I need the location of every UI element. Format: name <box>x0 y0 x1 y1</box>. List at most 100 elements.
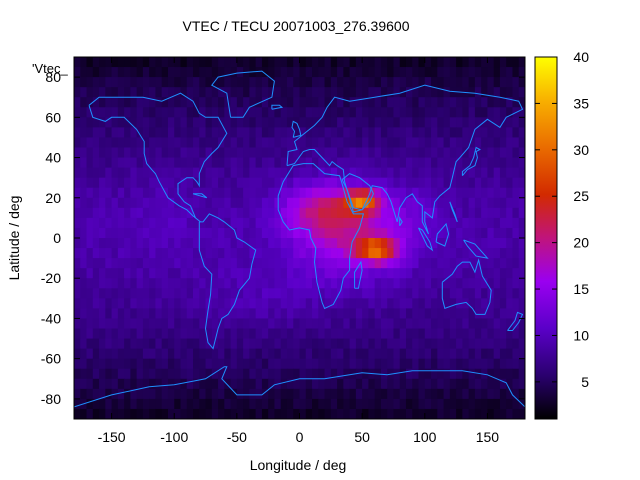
heatmap-cell <box>330 278 338 289</box>
heatmap-cell <box>468 177 476 189</box>
heatmap-cell <box>431 358 438 370</box>
heatmap-cell <box>174 117 182 128</box>
heatmap-cell <box>499 348 507 360</box>
heatmap-cell <box>149 117 157 128</box>
heatmap-cell <box>462 187 470 199</box>
heatmap-cell <box>111 258 119 269</box>
heatmap-cell <box>130 258 138 269</box>
heatmap-cell <box>362 248 369 259</box>
heatmap-cell <box>92 268 100 279</box>
heatmap-cell <box>205 328 213 340</box>
heatmap-cell <box>255 298 263 309</box>
heatmap-cell <box>399 97 407 108</box>
heatmap-cell <box>199 127 207 139</box>
heatmap-cell <box>462 197 470 209</box>
heatmap-cell <box>506 408 514 419</box>
coastline-borneo <box>435 222 450 247</box>
heatmap-cell <box>431 398 438 410</box>
heatmap-cell <box>280 97 288 108</box>
chart-title: VTEC / TECU 20071003_276.39600 <box>182 18 409 34</box>
heatmap-cell <box>518 288 525 299</box>
heatmap-cell <box>312 167 319 179</box>
heatmap-cell <box>149 87 157 98</box>
heatmap-cell <box>468 308 476 320</box>
heatmap-cell <box>449 57 457 68</box>
heatmap-cell <box>161 127 169 139</box>
heatmap-cell <box>218 187 225 199</box>
heatmap-cell <box>86 167 94 179</box>
heatmap-cell <box>481 398 489 410</box>
heatmap-cell <box>380 107 388 118</box>
heatmap-cell <box>399 167 407 179</box>
heatmap-cell <box>418 127 426 139</box>
heatmap-cell <box>481 67 489 78</box>
heatmap-cell <box>80 227 88 239</box>
heatmap-cell <box>380 207 388 219</box>
heatmap-cell <box>518 137 525 149</box>
heatmap-cell <box>462 127 470 139</box>
heatmap-cell <box>167 378 175 390</box>
heatmap-cell <box>268 358 276 370</box>
heatmap-cell <box>493 167 501 179</box>
heatmap-cell <box>193 77 200 88</box>
heatmap-cell <box>337 217 344 229</box>
heatmap-cell <box>174 288 182 299</box>
heatmap-cell <box>437 328 445 340</box>
heatmap-cell <box>124 278 131 289</box>
colorbar-tick-label: 10 <box>573 327 589 343</box>
heatmap-cell <box>456 388 463 400</box>
heatmap-cell <box>399 258 407 269</box>
heatmap-cell <box>399 398 407 410</box>
heatmap-cell <box>431 137 438 149</box>
heatmap-cell <box>255 227 263 239</box>
heatmap-cell <box>418 268 426 279</box>
heatmap-cell <box>506 348 514 360</box>
heatmap-cell <box>136 77 144 88</box>
heatmap-cell <box>424 378 432 390</box>
heatmap-cell <box>506 288 514 299</box>
heatmap-cell <box>199 338 207 350</box>
heatmap-cell <box>161 97 169 108</box>
heatmap-cell <box>474 328 482 340</box>
heatmap-cell <box>468 187 476 199</box>
heatmap-cell <box>80 67 88 78</box>
heatmap-cell <box>380 328 388 340</box>
heatmap-cell <box>167 328 175 340</box>
heatmap-cell <box>274 117 282 128</box>
heatmap-cell <box>424 137 432 149</box>
heatmap-cell <box>280 348 288 360</box>
heatmap-cell <box>349 157 357 169</box>
heatmap-cell <box>368 147 376 159</box>
heatmap-cell <box>393 107 401 118</box>
heatmap-cell <box>518 127 525 139</box>
heatmap-cell <box>211 388 219 400</box>
heatmap-cell <box>405 408 413 419</box>
heatmap-cell <box>330 87 338 98</box>
heatmap-cell <box>111 358 119 370</box>
heatmap-cell <box>243 298 250 309</box>
heatmap-cell <box>167 177 175 189</box>
heatmap-cell <box>355 207 363 219</box>
heatmap-cell <box>236 57 244 68</box>
heatmap-cell <box>218 97 225 108</box>
heatmap-cell <box>155 338 163 350</box>
heatmap-cell <box>261 288 269 299</box>
heatmap-cell <box>255 358 263 370</box>
heatmap-cell <box>412 147 420 159</box>
heatmap-cell <box>405 77 413 88</box>
heatmap-cell <box>149 147 157 159</box>
heatmap-cell <box>362 278 369 289</box>
coastlines <box>74 70 525 408</box>
heatmap-cell <box>393 308 401 320</box>
heatmap-cell <box>230 288 238 299</box>
heatmap-cell <box>449 248 457 259</box>
heatmap-cell <box>117 87 125 98</box>
heatmap-cell <box>186 358 194 370</box>
heatmap-cell <box>92 388 100 400</box>
heatmap-cell <box>349 408 357 419</box>
heatmap-cell <box>180 328 188 340</box>
heatmap-cell <box>142 298 150 309</box>
heatmap-cell <box>243 167 250 179</box>
heatmap-cell <box>155 127 163 139</box>
heatmap-cell <box>399 308 407 320</box>
